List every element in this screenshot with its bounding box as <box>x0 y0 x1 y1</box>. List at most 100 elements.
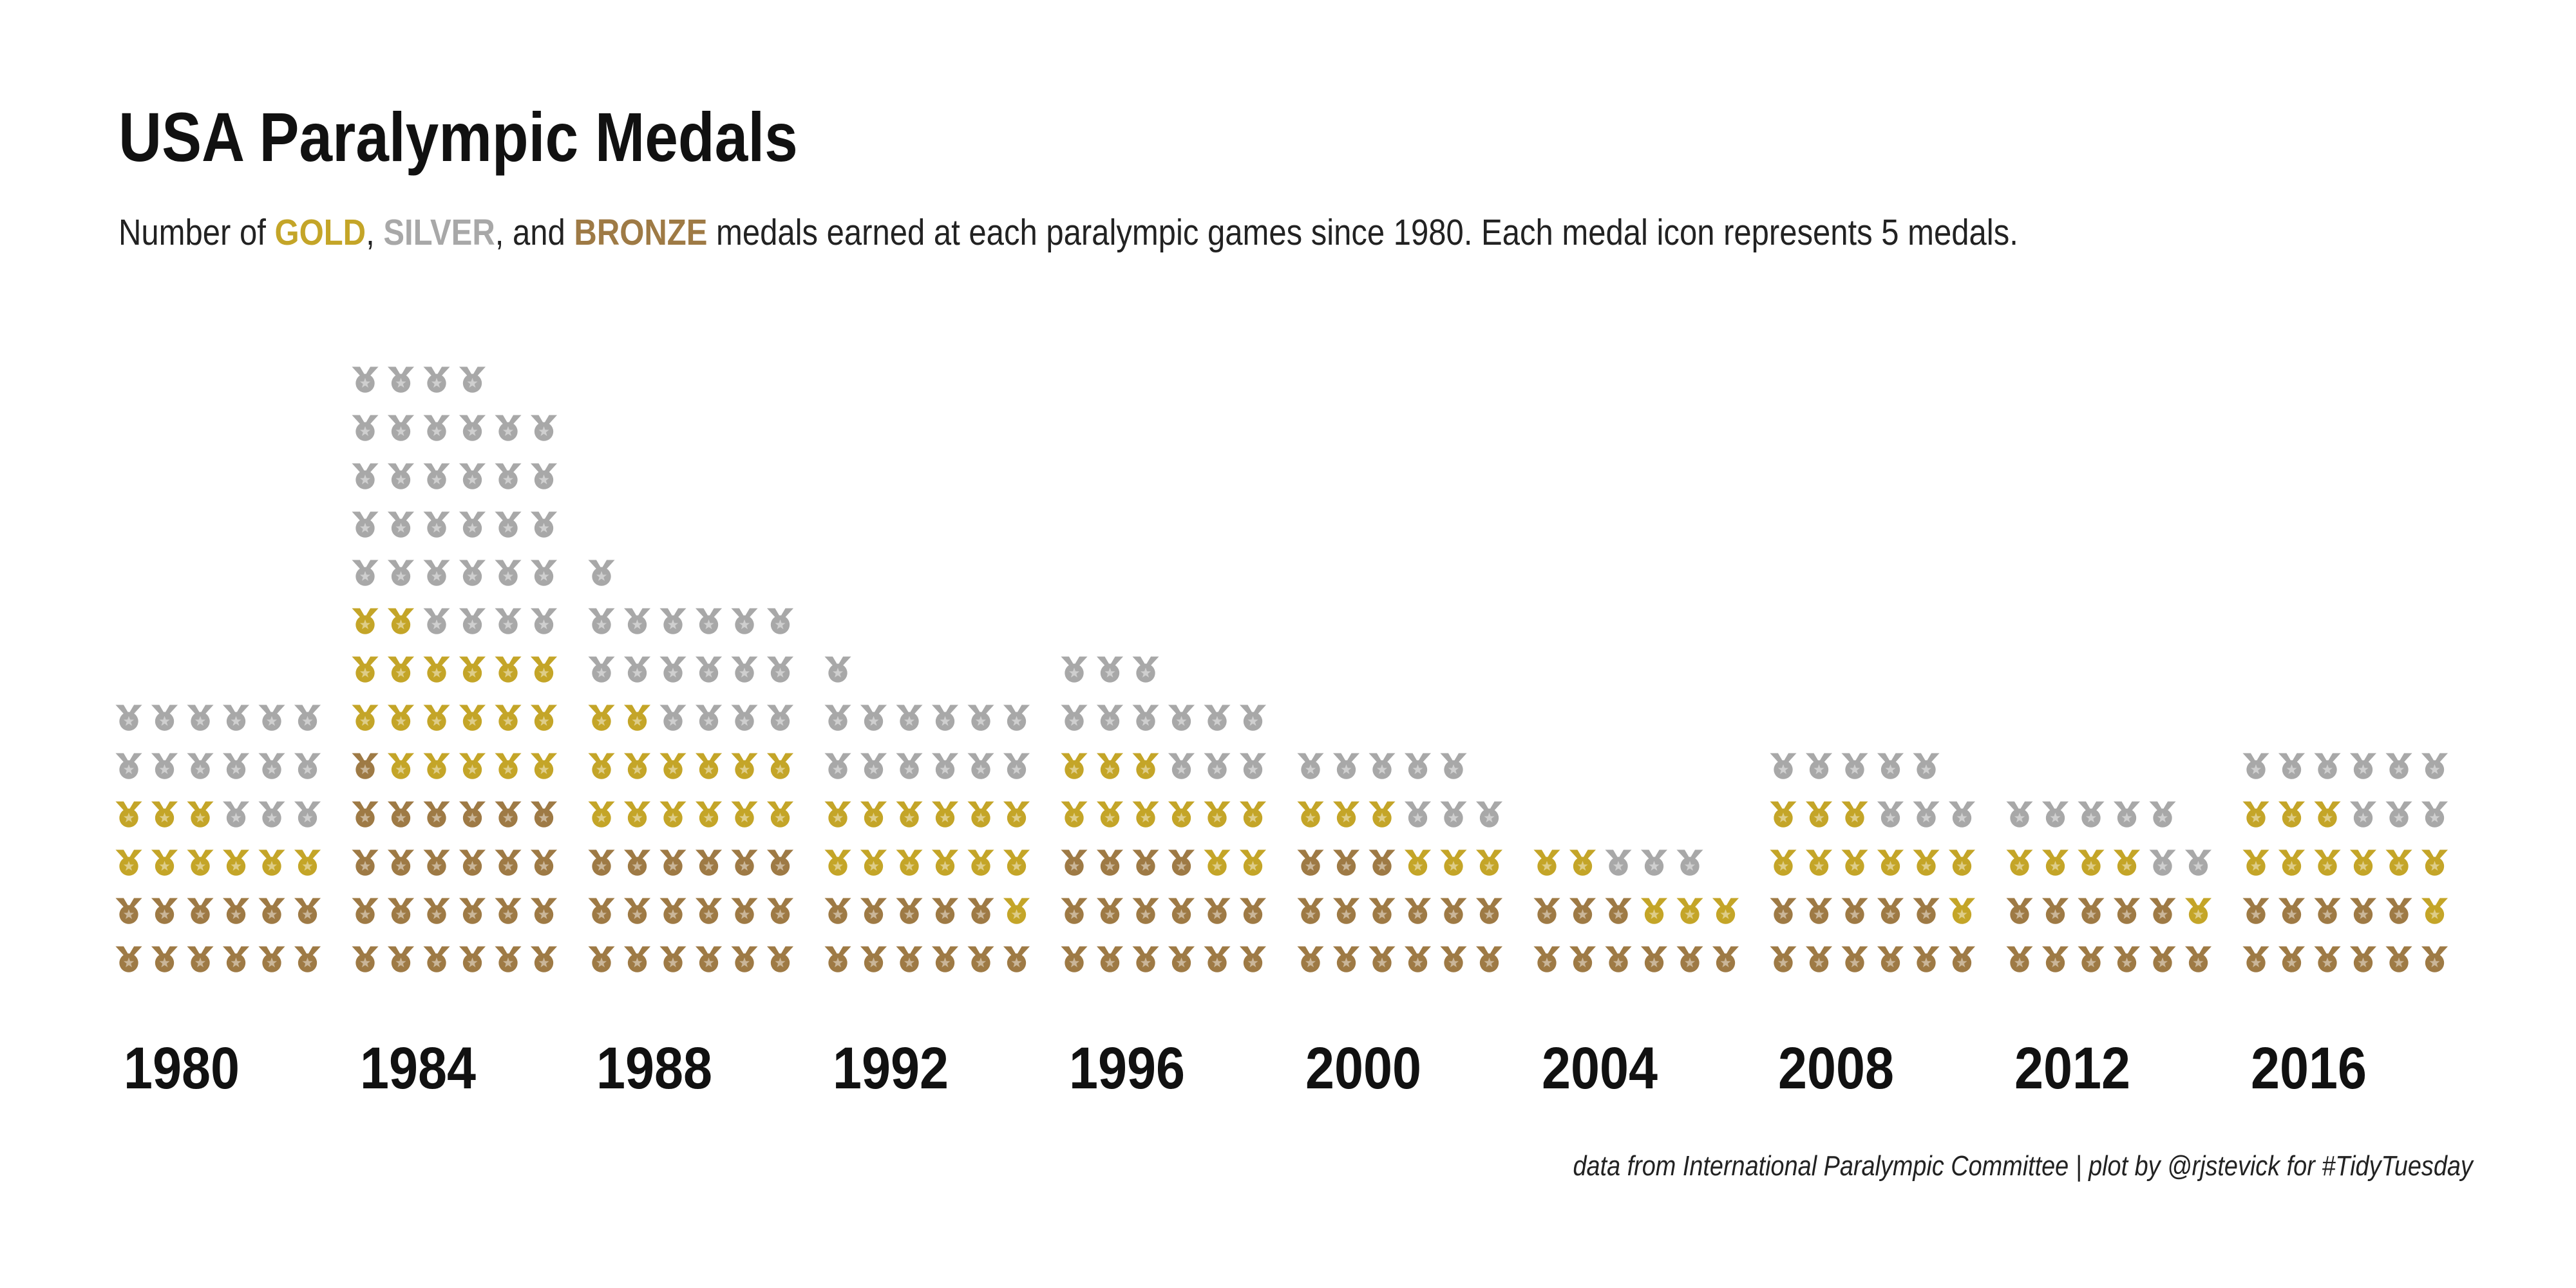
medal-icon <box>352 560 379 586</box>
medal-icon <box>2184 946 2212 972</box>
medal-icon <box>495 705 522 731</box>
medal-icon <box>1712 946 1739 972</box>
medal-icon <box>1640 898 1668 924</box>
medal-icon <box>1877 849 1904 876</box>
medal-icon <box>387 656 415 683</box>
medal-icon <box>695 849 723 876</box>
medal-icon <box>1605 849 1632 876</box>
medal-icon <box>1061 801 1088 828</box>
medal-icon <box>530 463 558 489</box>
medal-icon <box>1805 898 1833 924</box>
medal-icon <box>766 705 794 731</box>
medal-icon <box>2421 801 2448 828</box>
medal-icon <box>1061 946 1088 972</box>
medal-icon <box>530 415 558 441</box>
medal-icon <box>1770 849 1797 876</box>
medal-icon <box>1440 946 1467 972</box>
medal-icon <box>387 898 415 924</box>
medal-icon <box>1640 849 1668 876</box>
medal-icon <box>2349 946 2377 972</box>
subtitle-bronze-label: BRONZE <box>574 212 708 253</box>
medal-icon <box>1569 946 1596 972</box>
medal-icon <box>530 705 558 731</box>
medal-icon <box>459 849 486 876</box>
medal-icon <box>1297 849 1324 876</box>
medal-icon <box>387 705 415 731</box>
medal-icon <box>695 801 723 828</box>
medal-icon <box>1475 849 1503 876</box>
medal-icon <box>2314 849 2341 876</box>
medal-icon <box>2113 946 2141 972</box>
medal-icon <box>1003 849 1030 876</box>
medal-icon <box>187 753 214 779</box>
medal-icon <box>1913 801 1940 828</box>
medal-icon <box>1061 705 1088 731</box>
medal-icon <box>623 753 651 779</box>
medal-icon <box>824 705 851 731</box>
medal-icon <box>495 608 522 634</box>
medal-icon <box>151 705 178 731</box>
medal-icon <box>294 705 321 731</box>
medal-icon <box>2006 946 2033 972</box>
medal-icon <box>459 608 486 634</box>
medal-icon <box>1204 705 1231 731</box>
medal-icon <box>1948 898 1976 924</box>
medal-icon <box>1096 801 1124 828</box>
medal-icon <box>2041 946 2069 972</box>
medal-icon <box>222 898 250 924</box>
medal-icon <box>1805 849 1833 876</box>
medal-icon <box>2113 849 2141 876</box>
medal-icon <box>623 946 651 972</box>
medal-icon <box>294 753 321 779</box>
medal-icon <box>187 801 214 828</box>
medal-icon <box>2078 946 2105 972</box>
medal-icon <box>2242 898 2269 924</box>
medal-icon <box>530 560 558 586</box>
medal-icon <box>352 801 379 828</box>
medal-icon <box>2278 753 2306 779</box>
medal-icon <box>1475 946 1503 972</box>
medal-icon <box>1368 801 1396 828</box>
medal-icon <box>931 946 959 972</box>
medal-icon <box>187 898 214 924</box>
subtitle-sep-1: , <box>366 212 384 253</box>
year-label: 2008 <box>1778 1036 1894 1101</box>
medal-icon <box>1168 801 1195 828</box>
medal-icon <box>1368 849 1396 876</box>
medal-icon <box>1805 801 1833 828</box>
medal-icon <box>588 656 615 683</box>
medal-icon <box>896 801 923 828</box>
medal-icon <box>258 753 285 779</box>
medal-icon <box>1096 753 1124 779</box>
medal-icon <box>2242 946 2269 972</box>
medal-icon <box>766 801 794 828</box>
medal-icon <box>2113 898 2141 924</box>
medal-icon <box>1404 849 1432 876</box>
medal-icon <box>1003 705 1030 731</box>
medal-icon <box>695 898 723 924</box>
medal-icon <box>623 898 651 924</box>
medal-icon <box>1297 801 1324 828</box>
medal-icon <box>1676 849 1703 876</box>
medal-icon <box>1569 849 1596 876</box>
medal-icon <box>2242 849 2269 876</box>
medal-icon <box>1877 946 1904 972</box>
medal-icon <box>1132 656 1159 683</box>
medal-icon <box>352 366 379 393</box>
medal-icon <box>623 801 651 828</box>
medal-icon <box>2349 753 2377 779</box>
medal-icon <box>423 705 450 731</box>
medal-icon <box>1239 898 1267 924</box>
medal-icon <box>967 946 994 972</box>
medal-icon <box>931 801 959 828</box>
medal-icon <box>1877 753 1904 779</box>
medal-icon <box>2149 898 2176 924</box>
medal-icon <box>1061 656 1088 683</box>
medal-icon <box>896 705 923 731</box>
medal-icon <box>459 511 486 538</box>
medal-icon <box>2349 801 2377 828</box>
medal-icon <box>1605 946 1632 972</box>
medal-icon <box>695 656 723 683</box>
medal-icon <box>530 608 558 634</box>
